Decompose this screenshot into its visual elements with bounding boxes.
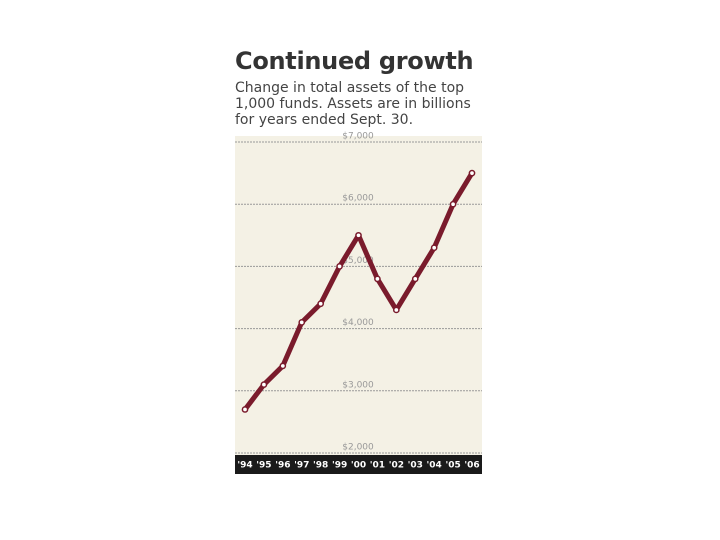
- chart-title: Continued growth: [235, 47, 474, 75]
- data-point: [449, 200, 457, 208]
- x-tick-label: '03: [408, 461, 423, 471]
- data-point: [260, 381, 268, 388]
- x-tick-label: '01: [370, 461, 385, 471]
- data-point: [317, 300, 325, 308]
- x-tick-label: '05: [445, 461, 460, 471]
- x-tick-label: '99: [332, 461, 347, 471]
- x-tick-label: '94: [237, 461, 252, 471]
- data-point: [355, 231, 362, 239]
- x-tick-label: '06: [464, 461, 479, 471]
- x-tick-label: '95: [256, 461, 271, 471]
- data-point: [392, 306, 400, 314]
- data-point: [279, 362, 287, 370]
- data-point: [430, 244, 438, 252]
- data-point: [411, 275, 419, 283]
- data-point: [241, 406, 249, 413]
- y-tick-label: $6,000: [342, 194, 374, 204]
- y-tick-label: $7,000: [342, 132, 374, 142]
- data-point: [468, 169, 476, 177]
- data-point: [298, 319, 306, 326]
- x-tick-label: '96: [275, 461, 290, 471]
- data-point: [336, 263, 343, 270]
- x-tick-label: '98: [313, 461, 328, 471]
- y-tick-label: $5,000: [342, 256, 374, 266]
- x-tick-label: '97: [294, 461, 309, 471]
- y-tick-label: $3,000: [342, 380, 374, 390]
- x-axis-band: [235, 455, 482, 474]
- chart-subtitle: Change in total assets of the top 1,000 …: [235, 80, 471, 128]
- x-tick-label: '00: [351, 461, 366, 471]
- plot-background: [235, 136, 482, 455]
- y-tick-label: $2,000: [342, 443, 374, 453]
- y-tick-label: $4,000: [342, 318, 374, 328]
- x-tick-label: '02: [389, 461, 404, 471]
- x-tick-label: '04: [427, 461, 442, 471]
- data-point: [374, 275, 381, 283]
